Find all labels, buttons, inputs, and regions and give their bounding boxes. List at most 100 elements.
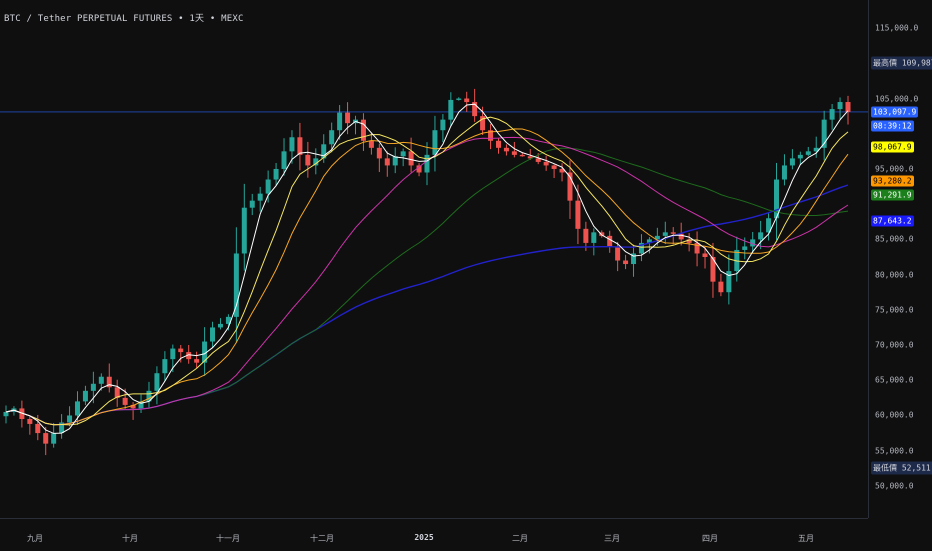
candle-body xyxy=(265,179,271,194)
time-tick-label: 十一月 xyxy=(216,534,240,543)
chart-title: BTC / Tether PERPETUAL FUTURES • 1天 • ME… xyxy=(4,14,244,24)
candle-body xyxy=(456,98,462,100)
candle-body xyxy=(210,327,216,342)
candle-body xyxy=(646,239,652,243)
candle-body xyxy=(345,112,351,124)
candle-body xyxy=(631,253,637,265)
candle-body xyxy=(480,116,486,131)
candle-body xyxy=(789,158,795,166)
candle-body xyxy=(106,376,112,388)
candle-body xyxy=(686,239,692,243)
candle-body xyxy=(845,102,851,112)
candle-body xyxy=(726,271,732,293)
candle-body xyxy=(297,137,303,155)
price-tick-label: 105,000.0 xyxy=(875,94,919,104)
ma-value-badge: 93,280.2 xyxy=(871,175,914,187)
candle-body xyxy=(400,151,406,157)
candle-body xyxy=(503,147,509,152)
candle-body xyxy=(702,253,708,257)
candle-body xyxy=(774,179,780,219)
price-tick-label: 50,000.0 xyxy=(875,481,914,491)
time-tick-label: 十月 xyxy=(122,534,138,543)
time-tick-label: 九月 xyxy=(27,534,43,543)
candle-body xyxy=(829,109,835,120)
price-tick-label: 60,000.0 xyxy=(875,410,914,420)
candle-body xyxy=(424,154,430,173)
candle-body xyxy=(591,232,597,243)
candle-body xyxy=(519,154,525,157)
candle-body xyxy=(662,232,668,236)
price-tick-label: 70,000.0 xyxy=(875,340,914,350)
candle-body xyxy=(217,323,223,328)
ma-line-blue xyxy=(5,184,849,426)
candle-body xyxy=(146,390,152,402)
candle-body xyxy=(202,341,208,363)
time-axis[interactable]: 九月 十月 十一月 十二月 2025 二月 三月 四月 五月 xyxy=(0,518,868,551)
candle-body xyxy=(368,140,374,148)
candle-body xyxy=(138,401,144,409)
candle-body xyxy=(432,130,438,155)
current-price-badge: 103,097.9 xyxy=(871,106,919,118)
candle-body xyxy=(472,102,478,117)
candle-body xyxy=(154,373,160,391)
time-tick-label: 2025 xyxy=(414,533,434,542)
candle-body xyxy=(90,383,96,391)
price-chart[interactable] xyxy=(0,0,868,518)
candle-body xyxy=(710,257,716,282)
candle-body xyxy=(543,161,549,166)
candle-body xyxy=(3,411,9,417)
candle-body xyxy=(257,193,263,201)
candle-body xyxy=(567,172,573,201)
candle-body xyxy=(289,137,295,152)
candle-body xyxy=(329,130,335,145)
candle-body xyxy=(194,359,200,363)
candle-body xyxy=(305,154,311,166)
candle-body xyxy=(766,218,772,233)
candle-body xyxy=(535,158,541,162)
time-tick-label: 十二月 xyxy=(310,534,334,543)
price-tick-label: 65,000.0 xyxy=(875,375,914,385)
time-tick-label: 五月 xyxy=(798,534,814,543)
candle-body xyxy=(376,147,382,159)
candle-body xyxy=(360,119,366,141)
candle-body xyxy=(559,168,565,173)
candle-body xyxy=(495,140,501,148)
price-tick-label: 55,000.0 xyxy=(875,446,914,456)
candle-body xyxy=(511,151,517,155)
candle-body xyxy=(392,156,398,166)
ma-line-yellow xyxy=(5,116,849,426)
candle-body xyxy=(638,242,644,254)
candle-body xyxy=(59,422,65,434)
candle-body xyxy=(551,165,557,169)
high-price-badge: 最高價 109,987.2 xyxy=(871,56,932,70)
candle-body xyxy=(43,433,49,444)
candle-body xyxy=(837,102,843,110)
candle-body xyxy=(781,165,787,180)
candle-body xyxy=(615,246,621,261)
candle-body xyxy=(821,119,827,148)
candle-body xyxy=(321,144,327,159)
price-tick-label: 75,000.0 xyxy=(875,305,914,315)
price-tick-label: 80,000.0 xyxy=(875,270,914,280)
candle-body xyxy=(813,147,819,152)
candle-body xyxy=(416,165,422,173)
candle-body xyxy=(384,158,390,166)
candle-body xyxy=(130,404,136,409)
candle-body xyxy=(67,415,73,423)
price-tick-label: 115,000.0 xyxy=(875,23,919,33)
time-tick-label: 四月 xyxy=(702,534,718,543)
candle-body xyxy=(273,168,279,180)
candle-body xyxy=(313,158,319,166)
candle-body xyxy=(225,316,231,324)
candle-body xyxy=(694,242,700,254)
candle-body xyxy=(742,246,748,250)
chart-area[interactable]: BTC / Tether PERPETUAL FUTURES • 1天 • ME… xyxy=(0,0,868,518)
candle-body xyxy=(678,233,684,240)
candle-body xyxy=(805,151,811,155)
price-axis[interactable]: 115,000.0 105,000.0 95,000.0 85,000.0 80,000… xyxy=(868,0,932,518)
candle-body xyxy=(281,151,287,169)
candle-body xyxy=(98,376,104,384)
candle-body xyxy=(448,99,454,120)
candle-body xyxy=(575,200,581,229)
candle-body xyxy=(170,348,176,360)
